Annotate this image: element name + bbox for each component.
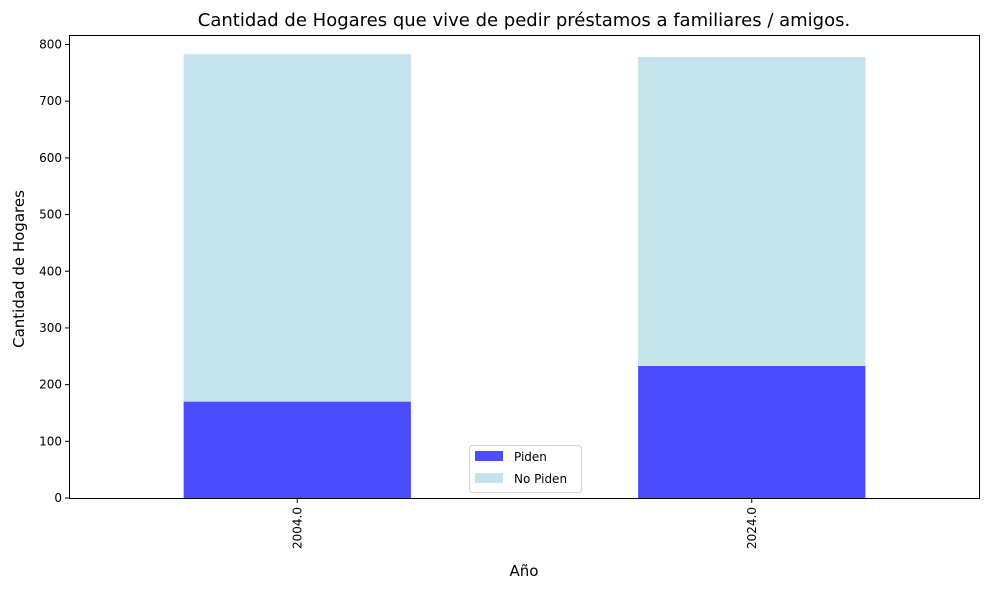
plot-frame [69,35,980,499]
y-tick-label: 100 [39,434,62,448]
y-axis-label: Cantidad de Hogares [10,190,28,348]
y-tick-label: 0 [54,491,62,505]
x-tick-label: 2004.0 [290,507,304,549]
y-axis-ticks: 0 100 200 300 400 500 600 700 800 [39,38,70,505]
y-tick-label: 300 [39,321,62,335]
x-axis-ticks: 2004.0 2024.0 [290,498,759,549]
legend-swatch-piden [475,451,503,461]
bars-group [183,54,866,498]
y-tick-label: 600 [39,151,62,165]
legend-label-no-piden: No Piden [514,472,567,486]
y-tick-label: 800 [39,38,62,52]
chart-title: Cantidad de Hogares que vive de pedir pr… [198,10,850,31]
y-tick-label: 700 [39,94,62,108]
y-tick-label: 400 [39,264,62,278]
y-tick-label: 200 [39,378,62,392]
x-axis-label: Año [510,562,539,580]
legend-swatch-no-piden [475,473,503,483]
bar-piden-2024.0 [638,365,866,498]
bar-no-piden-2004.0 [183,54,411,402]
y-tick-label: 500 [39,208,62,222]
x-tick-label: 2024.0 [745,507,759,549]
legend-label-piden: Piden [514,450,547,464]
bar-no-piden-2024.0 [638,56,866,366]
legend: Piden No Piden [469,445,582,493]
bar-piden-2004.0 [183,401,411,498]
